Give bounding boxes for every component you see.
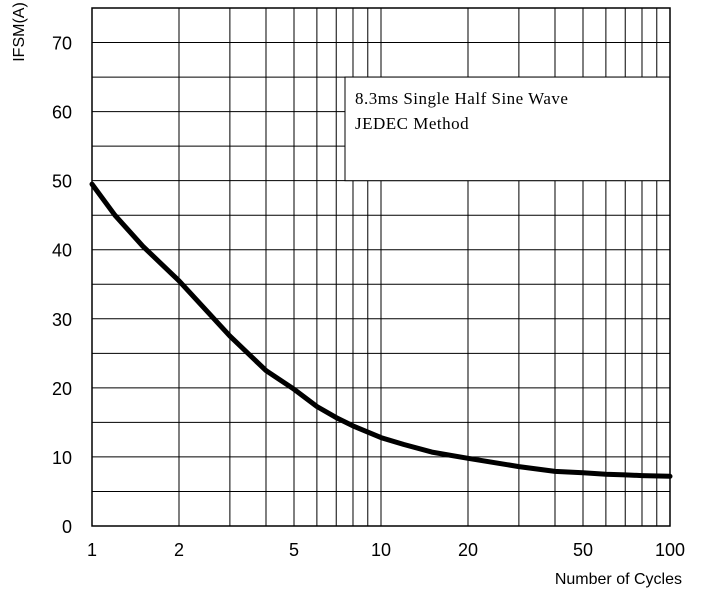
x-tick-label: 50 [573,540,593,560]
y-tick-label: 40 [52,241,72,261]
y-tick-label: 0 [62,517,72,537]
annotation-box [344,76,671,182]
tick-labels: 0 10 20 30 40 50 60 70 1 2 5 10 20 50 100 [52,34,685,560]
x-tick-label: 10 [371,540,391,560]
x-tick-label: 2 [174,540,184,560]
y-tick-label: 30 [52,310,72,330]
y-tick-label: 50 [52,172,72,192]
annotation-line-1: 8.3ms Single Half Sine Wave [355,89,568,108]
x-tick-label: 20 [458,540,478,560]
surge-current-curve [89,181,673,479]
y-tick-label: 70 [52,34,72,54]
y-axis-label: IFSM(A) [11,2,28,62]
plot-frame [91,7,671,527]
x-tick-label: 1 [87,540,97,560]
y-tick-label: 60 [52,103,72,123]
x-tick-label: 5 [289,540,299,560]
x-tick-label: 100 [655,540,685,560]
y-tick-label: 10 [52,448,72,468]
y-tick-label: 20 [52,379,72,399]
x-axis-label: Number of Cycles [555,571,682,588]
annotation-line-2: JEDEC Method [355,114,469,133]
